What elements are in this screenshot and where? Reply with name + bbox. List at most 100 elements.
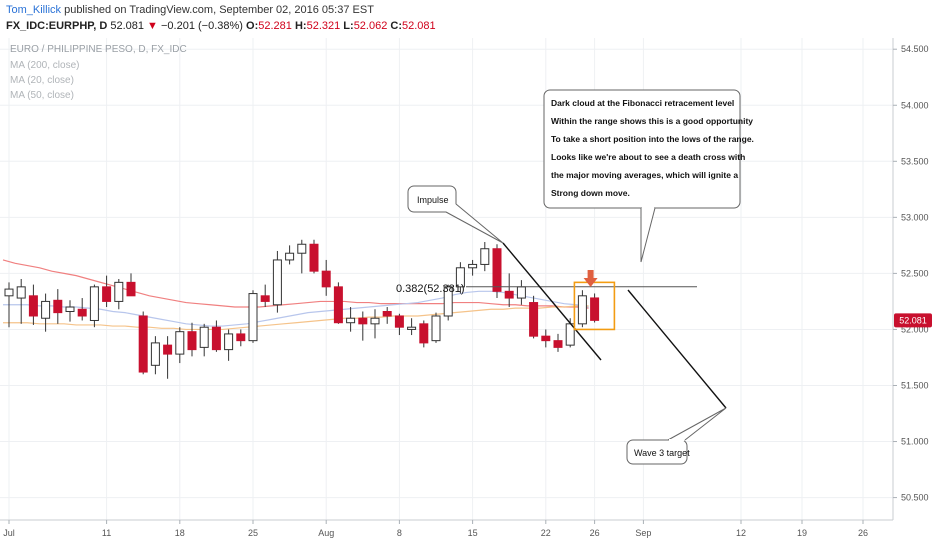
candle	[114, 279, 124, 310]
fib-level-label: 0.382(52.381)	[396, 283, 465, 295]
callout-line-3: To take a short position into the lows o…	[551, 134, 754, 144]
last-price: 52.081	[110, 20, 144, 32]
time-tick-label: Sep	[635, 528, 651, 538]
price-tick-label: 53.500	[901, 156, 929, 166]
time-tick-label: 19	[797, 528, 807, 538]
candle-up	[4, 288, 14, 297]
candle	[321, 259, 331, 296]
candle	[211, 320, 221, 352]
candle-up	[150, 342, 160, 366]
chart-area[interactable]: 54.500 54.000 53.500 53.000 52.500 52.000 51.5…	[0, 38, 932, 550]
candle-down	[138, 315, 148, 373]
candle-up	[407, 326, 417, 330]
candle	[272, 250, 282, 313]
candle	[382, 307, 392, 324]
callout-box[interactable]: Dark cloud at the Fibonacci retracement …	[543, 89, 754, 263]
candle	[224, 329, 234, 361]
candle-up	[175, 331, 185, 355]
candle	[492, 244, 502, 299]
impulse-callout[interactable]: Impulse	[407, 185, 504, 244]
candle	[590, 293, 600, 323]
ma200-line	[2, 259, 589, 309]
time-tick-label: 12	[736, 528, 746, 538]
impulse-trendline	[502, 242, 602, 361]
legend-symbol-title: EURO / PHILIPPINE PESO, D, FX_IDC	[10, 44, 187, 55]
candle-down	[102, 286, 112, 302]
candle	[516, 280, 526, 305]
candle-up	[346, 317, 356, 324]
time-tick-label: Jul	[3, 528, 15, 538]
candle	[346, 307, 356, 332]
candle	[236, 329, 246, 347]
legend-ma50[interactable]: MA (50, close)	[10, 90, 74, 101]
wave3-projection-line	[627, 289, 727, 409]
candle-down	[77, 308, 87, 317]
time-tick-label: 22	[541, 528, 551, 538]
candle-down	[333, 286, 343, 324]
quote-line: FX_IDC:EURPHP, D 52.081 ▼ −0.201 (−0.38%…	[6, 20, 436, 32]
price-axis[interactable]: 54.500 54.000 53.500 53.000 52.500 52.000 51.5…	[892, 38, 929, 520]
candle	[16, 279, 26, 324]
candle-down	[260, 295, 270, 302]
candle	[480, 242, 490, 272]
candle-down	[309, 243, 319, 272]
candle	[431, 312, 441, 343]
published-text: published on TradingView.com, September …	[64, 4, 374, 16]
open-value: 52.281	[258, 20, 292, 32]
candle	[163, 336, 173, 379]
candle-down	[394, 315, 404, 328]
price-chart[interactable]: 54.500 54.000 53.500 53.000 52.500 52.000 51.5…	[0, 38, 932, 550]
candle	[504, 273, 514, 308]
candle	[407, 318, 417, 336]
candle	[358, 311, 368, 341]
candle	[468, 259, 478, 276]
high-value: 52.321	[306, 20, 341, 32]
legend-ma200[interactable]: MA (200, close)	[10, 60, 79, 71]
down-arrow-icon: ▼	[147, 20, 158, 32]
candle	[541, 329, 551, 348]
down-arrow-marker-stem	[587, 270, 594, 278]
callout-line-5: the major moving averages, which will ig…	[551, 170, 738, 180]
time-tick-label: 15	[468, 528, 478, 538]
candle-down	[419, 323, 429, 344]
candle-up	[443, 286, 453, 317]
time-tick-label: 11	[102, 528, 111, 538]
price-tick-label: 52.500	[901, 268, 929, 278]
candle-down	[28, 295, 38, 317]
candle	[175, 327, 185, 364]
time-axis[interactable]: Jul 11 18 25 Aug 8 15 22 26 Sep 12 19 26	[0, 519, 893, 538]
candle-down	[590, 297, 600, 321]
time-tick-label: 18	[175, 528, 185, 538]
candle	[248, 290, 258, 343]
candle-down	[163, 344, 173, 355]
candle-up	[199, 326, 209, 348]
publication-line: Tom_Killick published on TradingView.com…	[6, 4, 374, 16]
candle	[394, 313, 404, 336]
candle-up	[516, 286, 526, 299]
candle-down	[492, 248, 502, 292]
candle-up	[577, 295, 587, 325]
author-link[interactable]: Tom_Killick	[6, 4, 62, 16]
candle-down	[187, 331, 197, 351]
candle-down	[358, 317, 368, 325]
candle-down	[504, 290, 514, 299]
price-tick-label: 51.000	[901, 437, 929, 447]
close-value: 52.081	[402, 20, 436, 32]
price-tick-label: 51.500	[901, 380, 929, 390]
candle	[577, 290, 587, 328]
dark-cloud-highlight-box	[573, 281, 616, 331]
low-value: 52.062	[353, 20, 388, 32]
wave3-callout[interactable]: Wave 3 target	[626, 407, 727, 465]
candlestick-series	[4, 239, 600, 379]
candle-up	[480, 248, 490, 265]
candle-up	[16, 286, 26, 299]
candle	[529, 295, 539, 339]
legend-ma20[interactable]: MA (20, close)	[10, 75, 74, 86]
candle-down	[382, 311, 392, 317]
candle-down	[553, 340, 563, 348]
candle-up	[272, 259, 282, 306]
high-label: H:	[294, 20, 307, 32]
callout-line-2: Within the range shows this is a good op…	[551, 116, 753, 126]
time-tick-label: 25	[248, 528, 258, 538]
chart-header: Tom_Killick published on TradingView.com…	[0, 0, 932, 38]
